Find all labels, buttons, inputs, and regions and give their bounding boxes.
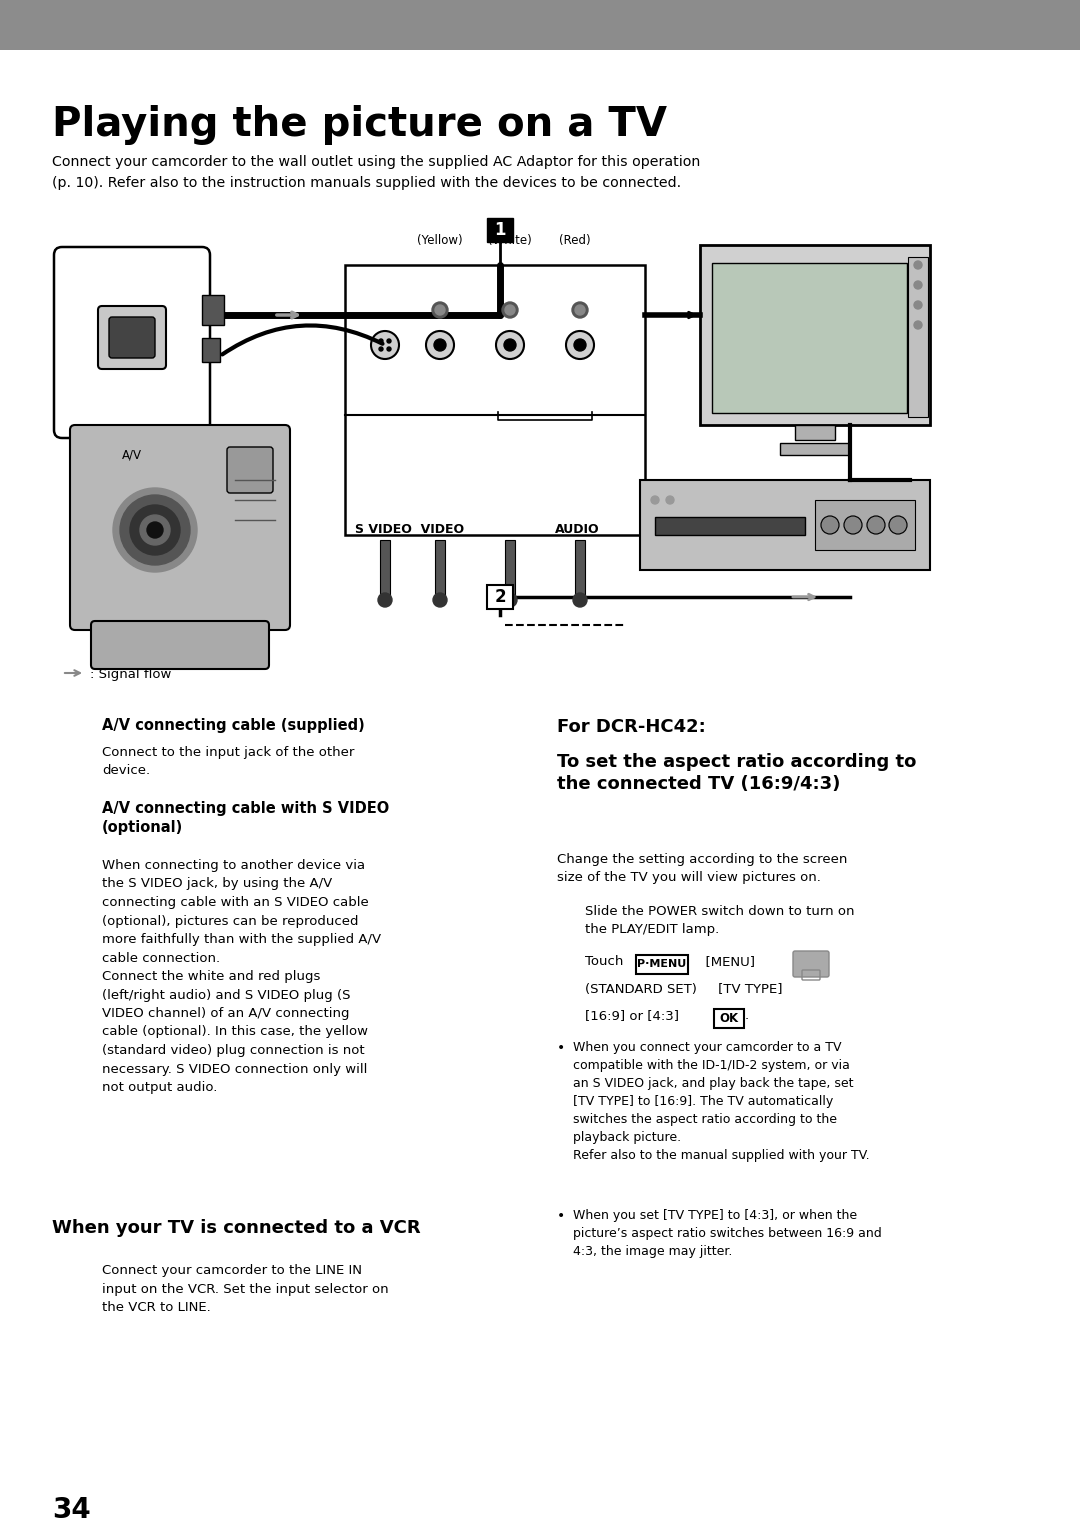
Circle shape bbox=[496, 332, 524, 359]
Bar bbox=[505, 540, 515, 596]
FancyBboxPatch shape bbox=[636, 955, 688, 975]
Text: 2: 2 bbox=[495, 588, 505, 606]
Circle shape bbox=[666, 496, 674, 503]
Circle shape bbox=[387, 347, 391, 352]
Circle shape bbox=[433, 593, 447, 606]
Text: : Signal flow: : Signal flow bbox=[90, 668, 172, 682]
Text: [16:9] or [4:3]: [16:9] or [4:3] bbox=[585, 1008, 679, 1022]
Circle shape bbox=[504, 339, 516, 352]
Circle shape bbox=[147, 522, 163, 537]
Circle shape bbox=[889, 516, 907, 534]
Bar bbox=[908, 256, 928, 418]
Circle shape bbox=[505, 305, 515, 315]
Bar bbox=[0, 0, 1080, 51]
Text: A/V connecting cable with S VIDEO
(optional): A/V connecting cable with S VIDEO (optio… bbox=[102, 801, 389, 835]
FancyBboxPatch shape bbox=[109, 318, 156, 358]
Bar bbox=[575, 540, 585, 596]
Text: For DCR-HC42:: For DCR-HC42: bbox=[557, 718, 705, 735]
Text: (White): (White) bbox=[488, 233, 531, 247]
Text: When connecting to another device via
the S VIDEO jack, by using the A/V
connect: When connecting to another device via th… bbox=[102, 860, 381, 1094]
FancyBboxPatch shape bbox=[202, 295, 224, 325]
Text: A/V connecting cable (supplied): A/V connecting cable (supplied) bbox=[102, 718, 365, 734]
Bar bbox=[795, 425, 835, 441]
Text: •: • bbox=[557, 1041, 565, 1055]
Circle shape bbox=[432, 302, 448, 318]
Text: Playing the picture on a TV: Playing the picture on a TV bbox=[52, 104, 667, 144]
Text: Slide the POWER switch down to turn on
the PLAY/EDIT lamp.: Slide the POWER switch down to turn on t… bbox=[585, 906, 854, 936]
Text: Connect your camcorder to the wall outlet using the supplied AC Adaptor for this: Connect your camcorder to the wall outle… bbox=[52, 155, 700, 190]
Circle shape bbox=[387, 339, 391, 342]
FancyBboxPatch shape bbox=[640, 480, 930, 569]
FancyBboxPatch shape bbox=[700, 246, 930, 425]
FancyBboxPatch shape bbox=[202, 338, 220, 362]
Circle shape bbox=[426, 332, 454, 359]
FancyBboxPatch shape bbox=[70, 425, 291, 629]
Text: S VIDEO  VIDEO: S VIDEO VIDEO bbox=[355, 523, 464, 536]
Text: 34: 34 bbox=[52, 1497, 91, 1524]
Text: Touch: Touch bbox=[585, 955, 623, 969]
Text: (Red): (Red) bbox=[559, 233, 591, 247]
Circle shape bbox=[379, 347, 383, 352]
Text: When your TV is connected to a VCR: When your TV is connected to a VCR bbox=[52, 1219, 420, 1237]
Circle shape bbox=[575, 305, 585, 315]
Circle shape bbox=[379, 339, 383, 342]
Text: AUDIO: AUDIO bbox=[555, 523, 599, 536]
Text: [MENU]: [MENU] bbox=[697, 955, 755, 969]
Text: Connect to the input jack of the other
device.: Connect to the input jack of the other d… bbox=[102, 746, 354, 778]
FancyBboxPatch shape bbox=[714, 1008, 744, 1028]
Circle shape bbox=[573, 593, 588, 606]
Text: (STANDARD SET)     [TV TYPE]: (STANDARD SET) [TV TYPE] bbox=[585, 982, 783, 996]
FancyBboxPatch shape bbox=[345, 266, 645, 536]
Text: When you set [TV TYPE] to [4:3], or when the
picture’s aspect ratio switches bet: When you set [TV TYPE] to [4:3], or when… bbox=[573, 1210, 881, 1259]
Circle shape bbox=[914, 321, 922, 328]
Circle shape bbox=[140, 516, 170, 545]
Text: A/V: A/V bbox=[122, 448, 141, 460]
Circle shape bbox=[130, 505, 180, 556]
FancyBboxPatch shape bbox=[227, 447, 273, 493]
Circle shape bbox=[914, 261, 922, 269]
Text: Change the setting according to the screen
size of the TV you will view pictures: Change the setting according to the scre… bbox=[557, 853, 848, 884]
FancyBboxPatch shape bbox=[793, 952, 829, 976]
Bar bbox=[780, 444, 850, 454]
Circle shape bbox=[372, 332, 399, 359]
Text: •: • bbox=[557, 1210, 565, 1223]
Circle shape bbox=[113, 488, 197, 573]
Circle shape bbox=[867, 516, 885, 534]
Text: OK: OK bbox=[719, 1012, 739, 1024]
Bar bbox=[654, 517, 805, 536]
Text: 1: 1 bbox=[495, 221, 505, 239]
FancyBboxPatch shape bbox=[98, 305, 166, 368]
Circle shape bbox=[434, 339, 446, 352]
Circle shape bbox=[843, 516, 862, 534]
Text: .: . bbox=[745, 1008, 750, 1022]
Text: When you connect your camcorder to a TV
compatible with the ID-1/ID-2 system, or: When you connect your camcorder to a TV … bbox=[573, 1041, 869, 1162]
Circle shape bbox=[503, 593, 517, 606]
Circle shape bbox=[435, 305, 445, 315]
Text: (Yellow): (Yellow) bbox=[417, 233, 463, 247]
Text: Connect your camcorder to the LINE IN
input on the VCR. Set the input selector o: Connect your camcorder to the LINE IN in… bbox=[102, 1263, 389, 1314]
Circle shape bbox=[914, 301, 922, 309]
FancyBboxPatch shape bbox=[712, 262, 907, 413]
Text: To set the aspect ratio according to
the connected TV (16:9/4:3): To set the aspect ratio according to the… bbox=[557, 754, 916, 794]
Circle shape bbox=[651, 496, 659, 503]
Circle shape bbox=[821, 516, 839, 534]
Circle shape bbox=[572, 302, 588, 318]
Circle shape bbox=[502, 302, 518, 318]
Text: P·MENU: P·MENU bbox=[637, 959, 687, 969]
Circle shape bbox=[378, 593, 392, 606]
Circle shape bbox=[120, 494, 190, 565]
Bar bbox=[380, 540, 390, 596]
Bar bbox=[435, 540, 445, 596]
Circle shape bbox=[914, 281, 922, 289]
Circle shape bbox=[573, 339, 586, 352]
FancyBboxPatch shape bbox=[91, 622, 269, 669]
Circle shape bbox=[566, 332, 594, 359]
FancyBboxPatch shape bbox=[54, 247, 210, 437]
FancyBboxPatch shape bbox=[487, 218, 513, 243]
FancyBboxPatch shape bbox=[487, 585, 513, 609]
Bar bbox=[815, 500, 915, 550]
